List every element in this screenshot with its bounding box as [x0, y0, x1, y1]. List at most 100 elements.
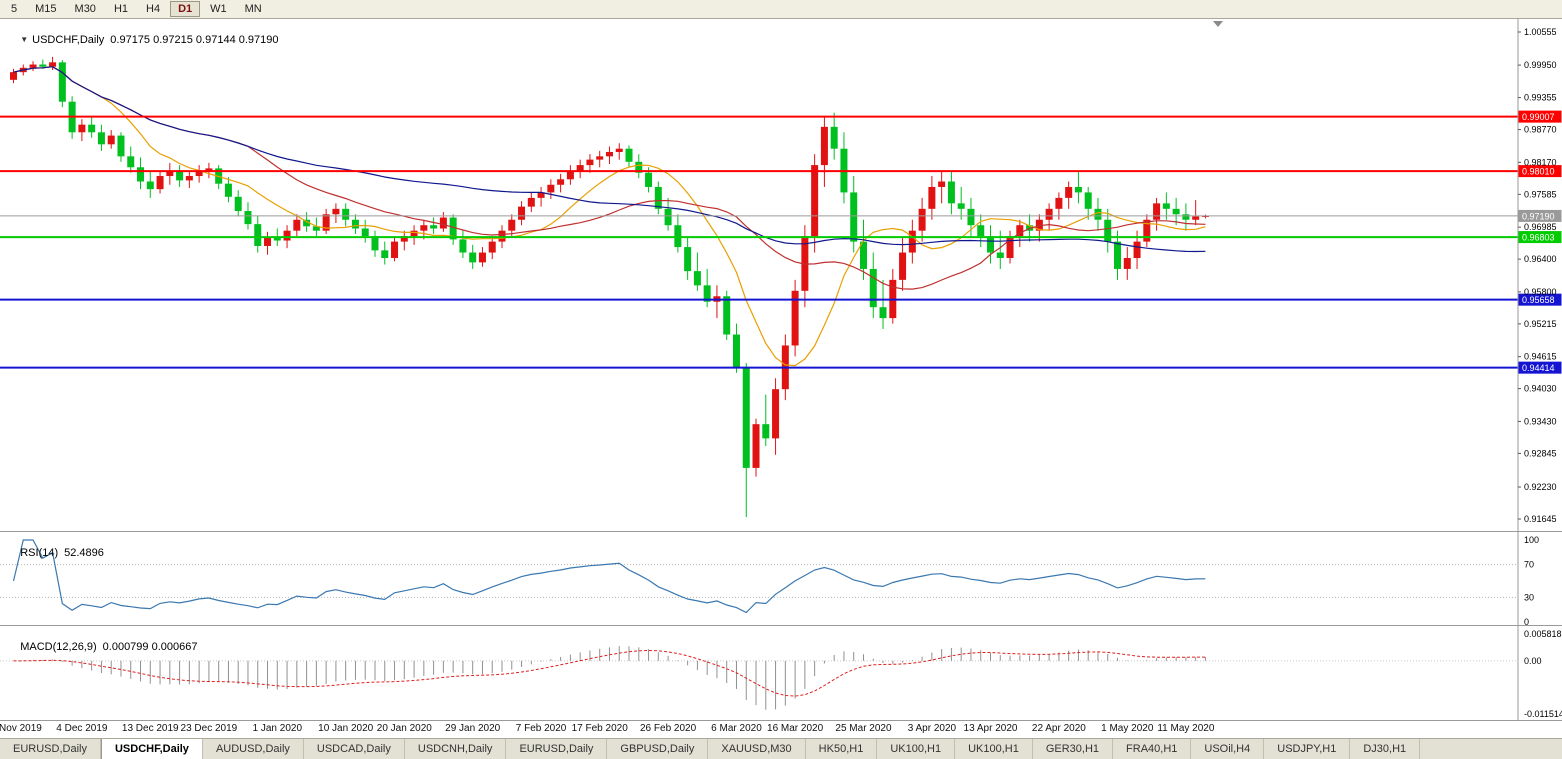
rsi-indicator-panel[interactable]: RSI(14) 52.4896 100 70 30 0	[0, 532, 1562, 626]
rsi-label: RSI(14) 52.4896	[8, 535, 104, 571]
macd-signal-line	[13, 649, 1206, 697]
rsi-canvas[interactable]: 100 70 30 0	[0, 532, 1562, 625]
svg-text:0.98170: 0.98170	[1524, 157, 1557, 167]
main-chart-panel[interactable]: ▼ USDCHF,Daily 0.97175 0.97215 0.97144 0.9…	[0, 19, 1562, 532]
timeframe-button-5[interactable]: 5	[11, 3, 18, 15]
rsi-name: RSI(14)	[20, 547, 59, 559]
chart-tab-usdchf-daily[interactable]: USDCHF,Daily	[100, 739, 203, 759]
svg-text:30: 30	[1524, 592, 1534, 602]
chart-tab-bar: EURUSD,Daily USDCHF,Daily AUDUSD,Daily USDC…	[0, 739, 1562, 759]
current-price-label: 0.97190	[1518, 209, 1562, 222]
rsi-value: 52.4896	[64, 547, 104, 559]
svg-text:0.95800: 0.95800	[1524, 287, 1557, 297]
svg-text:0: 0	[1524, 617, 1529, 625]
svg-text:0.96400: 0.96400	[1524, 254, 1557, 264]
svg-text:1.00555: 1.00555	[1524, 27, 1557, 37]
chart-tab-dj30-h1[interactable]: DJ30,H1	[1350, 739, 1421, 759]
chart-symbol-label: USDCHF,Daily	[32, 34, 105, 46]
timeframe-button-m15[interactable]: M15	[35, 3, 57, 15]
date-axis-label: 17 Feb 2020	[571, 723, 628, 734]
svg-text:0.93430: 0.93430	[1524, 416, 1557, 426]
rsi-line	[12, 539, 1206, 614]
chart-tab-ger30-h1[interactable]: GER30,H1	[1032, 739, 1114, 759]
date-axis-label: 11 May 2020	[1157, 723, 1215, 734]
timeframe-button-h1[interactable]: H1	[113, 3, 128, 15]
macd-histogram	[22, 646, 1206, 710]
timeframe-button-mn[interactable]: MN	[244, 3, 262, 15]
chart-tab-uk100-h1[interactable]: UK100,H1	[877, 739, 956, 759]
chart-tab-usdcnh-daily[interactable]: USDCNH,Daily	[404, 739, 507, 759]
level-price-label: 0.99007	[1518, 110, 1562, 123]
level-price-label: 0.94414	[1518, 361, 1562, 374]
date-axis-label: 13 Dec 2019	[121, 723, 179, 734]
date-axis-label: 6 Mar 2020	[711, 723, 762, 734]
svg-text:0.92845: 0.92845	[1524, 448, 1557, 458]
timeframe-button-m30[interactable]: M30	[74, 3, 96, 15]
chart-tab-usoil-h4[interactable]: USOil,H4	[1191, 739, 1265, 759]
svg-text:0.95215: 0.95215	[1524, 319, 1557, 329]
date-axis-label: 23 Dec 2019	[180, 723, 238, 734]
chart-tab-uk100-h1[interactable]: UK100,H1	[955, 739, 1033, 759]
horizontal-lines-layer: 0.99007 0.98010 0.97190 0.96803 0.95658 0.944…	[0, 110, 1562, 374]
date-axis-label: 13 Apr 2020	[963, 723, 1018, 734]
svg-text:0.94414: 0.94414	[1522, 363, 1555, 373]
level-price-label: 0.96803	[1518, 231, 1562, 244]
svg-text:100: 100	[1524, 535, 1539, 545]
svg-text:70: 70	[1524, 560, 1534, 570]
chart-tab-audusd-daily[interactable]: AUDUSD,Daily	[202, 739, 304, 759]
date-axis-label: 25 Nov 2019	[0, 723, 42, 734]
svg-text:0.97585: 0.97585	[1524, 189, 1557, 199]
macd-canvas[interactable]: 0.005818 0.00 -0.011514	[0, 626, 1562, 720]
svg-text:0.94615: 0.94615	[1524, 352, 1557, 362]
svg-text:0.99007: 0.99007	[1522, 112, 1555, 122]
chart-title: ▼ USDCHF,Daily 0.97175 0.97215 0.97144 0.9…	[8, 22, 279, 58]
date-axis-label: 10 Jan 2020	[318, 723, 374, 734]
svg-text:0.97190: 0.97190	[1522, 211, 1555, 221]
svg-text:0.92230: 0.92230	[1524, 482, 1557, 492]
rsi-axis: 100 70 30 0	[1517, 532, 1539, 625]
chart-tab-usdcad-daily[interactable]: USDCAD,Daily	[303, 739, 405, 759]
svg-text:0.98010: 0.98010	[1522, 167, 1555, 177]
chart-tab-gbpusd-daily[interactable]: GBPUSD,Daily	[607, 739, 709, 759]
svg-text:0.95658: 0.95658	[1522, 295, 1555, 305]
macd-indicator-panel[interactable]: MACD(12,26,9) 0.000799 0.000667 0.005818 0…	[0, 626, 1562, 721]
date-axis-label: 7 Feb 2020	[515, 723, 567, 734]
chart-tab-eurusd-daily[interactable]: EURUSD,Daily	[506, 739, 608, 759]
candles-layer	[10, 56, 1209, 518]
date-axis-label: 22 Apr 2020	[1031, 723, 1086, 734]
date-axis-label: 16 Mar 2020	[767, 723, 824, 734]
svg-text:0.91645: 0.91645	[1524, 514, 1557, 524]
date-axis-label: 1 May 2020	[1101, 723, 1154, 734]
symbol-dropdown-icon[interactable]: ▼	[20, 35, 29, 44]
chart-tab-fra40-h1[interactable]: FRA40,H1	[1113, 739, 1192, 759]
svg-text:-0.011514: -0.011514	[1524, 709, 1562, 719]
svg-text:0.94030: 0.94030	[1524, 384, 1557, 394]
price-axis: 1.00555 0.99950 0.99355 0.98770 0.98170 0.975…	[1517, 19, 1557, 531]
timeframe-button-d1[interactable]: D1	[170, 1, 201, 17]
svg-text:0.99355: 0.99355	[1524, 93, 1557, 103]
date-axis-label: 1 Jan 2020	[252, 723, 303, 734]
chart-tab-eurusd-daily[interactable]: EURUSD,Daily	[0, 739, 101, 759]
price-chart-canvas[interactable]: 0.99007 0.98010 0.97190 0.96803 0.95658 0.944…	[0, 19, 1562, 531]
chart-tab-xauusd-m30[interactable]: XAUUSD,M30	[708, 739, 806, 759]
chart-tab-usdjpy-h1[interactable]: USDJPY,H1	[1264, 739, 1351, 759]
chart-shift-marker-icon[interactable]	[1213, 21, 1223, 27]
svg-text:0.96985: 0.96985	[1524, 222, 1557, 232]
svg-text:0.005818: 0.005818	[1524, 629, 1562, 639]
macd-label: MACD(12,26,9) 0.000799 0.000667	[8, 629, 197, 665]
timeframe-button-w1[interactable]: W1	[210, 3, 227, 15]
date-axis-label: 26 Feb 2020	[639, 723, 697, 734]
date-axis-label: 4 Dec 2019	[56, 723, 108, 734]
svg-text:0.00: 0.00	[1524, 656, 1542, 666]
macd-axis: 0.005818 0.00 -0.011514	[1517, 626, 1562, 720]
timeframe-toolbar: 5 M15 M30 H1 H4 D1 W1 MN	[0, 0, 1562, 19]
macd-values: 0.000799 0.000667	[102, 641, 198, 653]
chart-ohlc-values: 0.97175 0.97215 0.97144 0.97190	[110, 34, 279, 46]
date-axis-label: 29 Jan 2020	[445, 723, 501, 734]
level-price-label: 0.95658	[1518, 293, 1562, 306]
svg-text:0.98770: 0.98770	[1524, 125, 1557, 135]
macd-name: MACD(12,26,9)	[20, 641, 97, 653]
timeframe-button-h4[interactable]: H4	[146, 3, 161, 15]
chart-tab-hk50-h1[interactable]: HK50,H1	[805, 739, 878, 759]
